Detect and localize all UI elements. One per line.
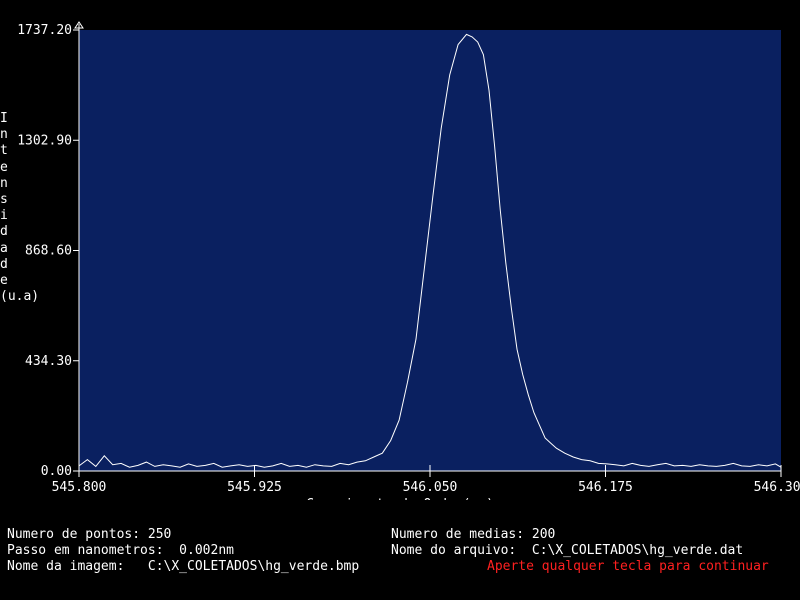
y-axis-label-letter: I (0, 111, 8, 126)
y-axis-label-letter: s (0, 192, 8, 207)
continue-prompt[interactable]: Aperte qualquer tecla para continuar (487, 559, 769, 574)
y-axis-label-letter: t (0, 143, 8, 159)
y-axis-label-letter: n (0, 175, 8, 191)
x-axis-label: Comprimento de Onda (nm) (306, 497, 494, 500)
y-tick-label: 0.00 (41, 464, 72, 479)
numero-pontos-text: Numero de pontos: 250 (7, 527, 172, 542)
x-tick-label: 546.300 (754, 480, 800, 495)
y-axis-label-letter: e (0, 159, 8, 175)
y-axis-label-letter: n (0, 127, 8, 143)
numero-medias-text: Numero de medias: 200 (391, 527, 556, 542)
plot-area (79, 30, 781, 471)
y-axis-label-letter: d (0, 224, 8, 240)
y-axis-label-letter: i (0, 208, 8, 224)
x-tick-label: 546.175 (578, 480, 633, 495)
y-tick-label: 434.30 (25, 354, 72, 369)
y-axis-label-letter: e (0, 273, 8, 288)
passo-text: Passo em nanometros: 0.002nm (7, 543, 234, 558)
x-tick-label: 546.050 (403, 480, 458, 495)
y-axis-arrow (74, 21, 84, 29)
nome-imagem-text: Nome da imagem: C:\X_COLETADOS\hg_verde.… (7, 559, 360, 574)
x-tick-label: 545.800 (52, 480, 107, 495)
spectrum-line (78, 33, 782, 468)
y-axis-label-letter: a (0, 240, 8, 256)
y-axis-label-letter: (u.a) (0, 289, 40, 305)
spectrum-chart: 0.00 434.30 868.60 1302.90 1737.20 545.800 545… (17, 21, 800, 500)
y-tick-label: 1302.90 (17, 133, 72, 148)
y-axis-label-letter: d (0, 256, 8, 272)
x-tick-label: 545.925 (227, 480, 282, 495)
y-tick-label: 868.60 (25, 244, 72, 259)
y-tick-label: 1737.20 (17, 23, 72, 38)
nome-arquivo-text: Nome do arquivo: C:\X_COLETADOS\hg_verde… (391, 543, 744, 558)
